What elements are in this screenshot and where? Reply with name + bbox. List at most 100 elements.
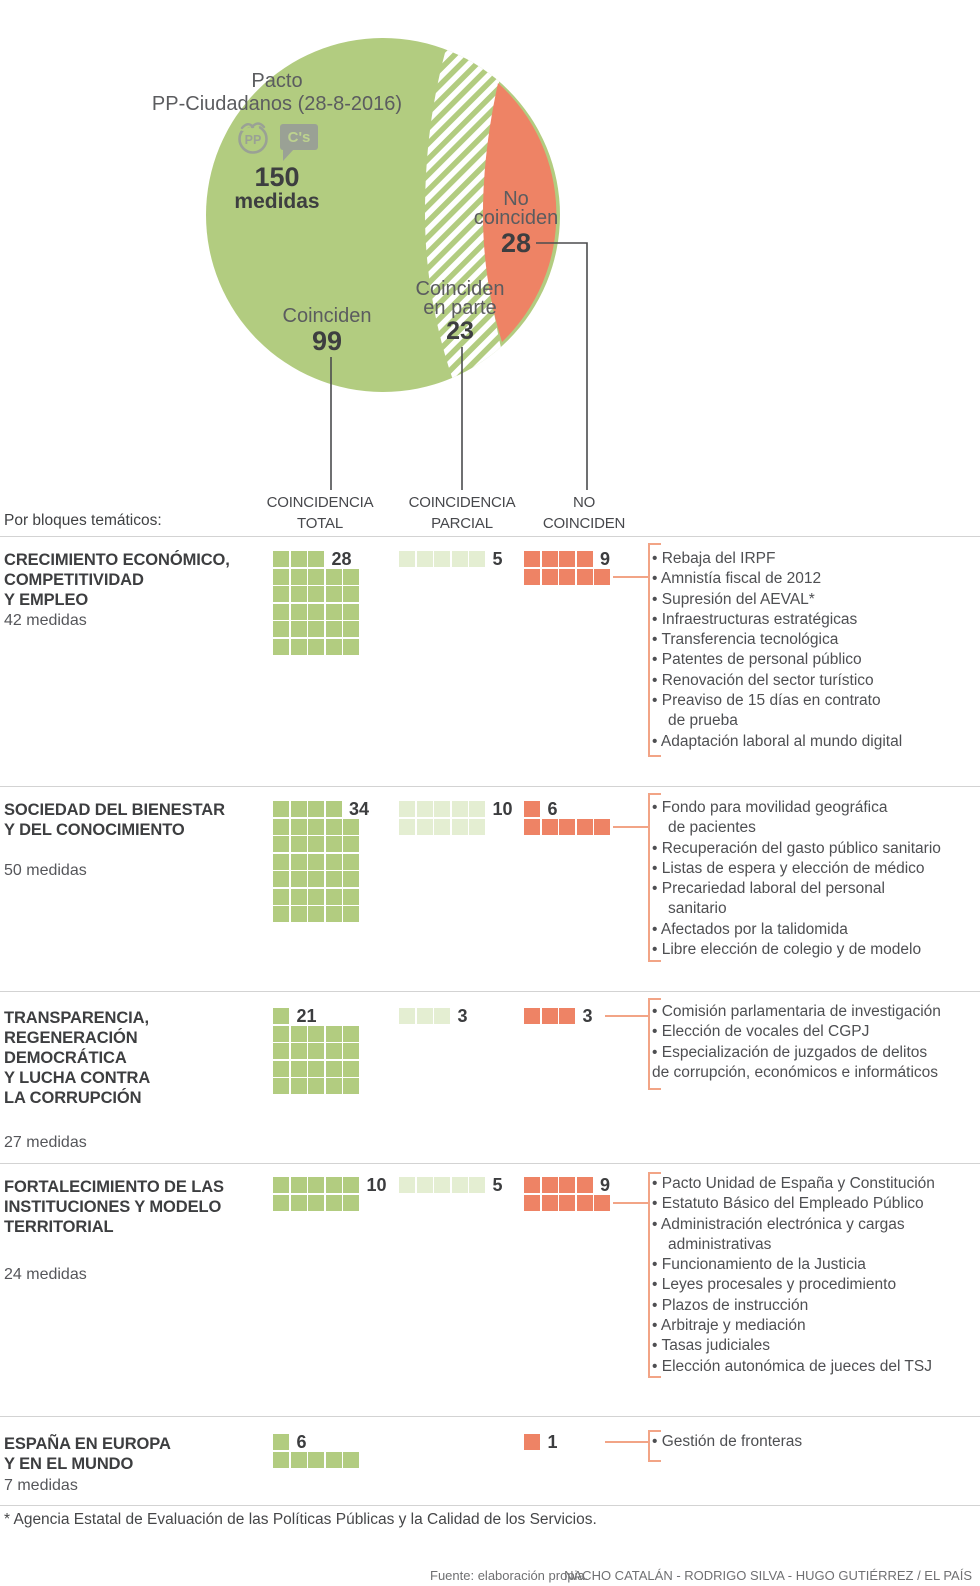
total-square (308, 1043, 324, 1059)
no-coinciden-square (559, 1008, 575, 1024)
parcial-square (399, 551, 415, 567)
total-square (308, 551, 324, 567)
no-coinciden-square (541, 568, 558, 585)
pact-title-line1: Pacto (251, 70, 303, 92)
total-square (290, 1025, 307, 1042)
coinciden-value: 99 (311, 326, 343, 356)
block-title-line: TRANSPARENCIA, (4, 1009, 149, 1027)
no-coinciden-square (524, 1434, 540, 1450)
total-square (343, 836, 359, 852)
parcial-square (451, 551, 468, 567)
total-count: 34 (349, 799, 370, 819)
block-title: CRECIMIENTO ECONÓMICO, COMPETITIVIDAD Y EM… (4, 550, 266, 610)
list-connector-line (605, 1441, 648, 1443)
pact-title-line2: PP-Ciudadanos (28-8-2016) (151, 93, 403, 115)
total-square (273, 888, 289, 905)
total-square (273, 871, 289, 887)
total-square (325, 1177, 342, 1193)
svg-text:C's: C's (288, 129, 311, 146)
total-square (290, 818, 307, 835)
list-item-line: • Fondo para movilidad geográfica (652, 799, 888, 816)
total-square (343, 621, 359, 637)
parcial-square (469, 801, 485, 817)
list-item-line: • Amnistía fiscal de 2012 (652, 570, 822, 588)
total-square (325, 853, 342, 870)
list-bracket (648, 1172, 650, 1378)
total-square (308, 1194, 324, 1211)
list-item-line: de pacientes (668, 819, 756, 837)
parcial-square (416, 801, 433, 817)
list-item-line: sanitario (668, 900, 727, 918)
parcial-label-line2: en parte (423, 297, 497, 319)
no-coinciden-square (559, 568, 575, 585)
block-title-line: ESPAÑA EN EUROPA (4, 1435, 171, 1453)
no-coinciden-square (576, 1177, 593, 1193)
total-square (273, 603, 289, 620)
list-bracket-tick (648, 1430, 661, 1432)
column-header-total: COINCIDENCIA TOTAL (266, 494, 374, 532)
parcial-square (416, 551, 433, 567)
block-subtitle: 50 medidas (4, 862, 87, 879)
block-title-line: CRECIMIENTO ECONÓMICO, (4, 551, 230, 569)
no-coinciden-square (524, 568, 540, 585)
parcial-square (416, 1008, 433, 1024)
total-square (343, 871, 359, 887)
list-item-line: • Afectados por la talidomida (652, 920, 848, 938)
total-count: 10 (366, 1175, 387, 1195)
no-coinciden-square (576, 568, 593, 585)
block-title: TRANSPARENCIA, REGENERACIÓN DEMOCRÁTICA Y L… (4, 1008, 266, 1108)
total-square (325, 1078, 342, 1094)
no-coinciden-list: • Comisión parlamentaria de investigació… (652, 1002, 979, 1083)
no-coinciden-square (541, 818, 558, 835)
no-coinciden-square (541, 1177, 558, 1193)
list-item-line: • Recuperación del gasto público sanitar… (652, 839, 941, 857)
total-square (325, 638, 342, 655)
total-square (290, 1451, 307, 1468)
total-square (308, 1078, 324, 1094)
source-label: Fuente: elaboración propia. (430, 1568, 589, 1583)
total-square (343, 1060, 359, 1077)
no-coinciden-list: • Pacto Unidad de España y Constitución •… (652, 1174, 979, 1377)
list-item-line: • Pacto Unidad de España y Constitución (652, 1175, 935, 1192)
total-square (290, 586, 307, 602)
list-item-line: • Plazos de instrucción (652, 1296, 809, 1314)
block-title-line: REGENERACIÓN (4, 1029, 138, 1047)
list-item-line: de corrupción, económicos e informáticos (652, 1063, 939, 1081)
list-item-line: • Elección de vocales del CGPJ (652, 1023, 870, 1041)
parcial-square (434, 1008, 450, 1024)
no-coinciden-list: • Rebaja del IRPF • Amnistía fiscal de 20… (652, 549, 979, 752)
no-coinciden-segment (483, 83, 557, 342)
blocks-intro-label: Por bloques temáticos: (4, 512, 162, 529)
total-square (325, 1025, 342, 1042)
total-square (273, 1043, 289, 1059)
total-square (343, 586, 359, 602)
total-square (308, 603, 324, 620)
no-coinciden-square (594, 818, 610, 835)
no-coinciden-square (576, 1194, 593, 1211)
total-square (290, 1060, 307, 1077)
venn-diagram: PP C's (206, 38, 588, 490)
pp-logo-icon: PP (238, 120, 269, 154)
parcial-label-line1: Coinciden (415, 278, 505, 300)
row-separator (0, 1416, 980, 1417)
list-item-line: • Precariedad laboral del personal (652, 880, 885, 898)
total-square (343, 818, 359, 835)
block-title: FORTALECIMIENTO DE LAS INSTITUCIONES Y MO… (4, 1177, 266, 1237)
total-square (308, 1177, 324, 1193)
total-square (343, 853, 359, 870)
no-coinciden-square (559, 1194, 575, 1211)
total-count: 21 (296, 1006, 317, 1026)
list-bracket-tick (648, 1460, 661, 1462)
total-measures-label: medidas (234, 190, 320, 213)
block-title-line: INSTITUCIONES Y MODELO (4, 1198, 222, 1216)
no-coinciden-square (541, 1194, 558, 1211)
no-coinciden-square (559, 551, 575, 567)
total-square (273, 853, 289, 870)
no-coinciden-count: 9 (600, 549, 611, 569)
no-coinciden-count: 9 (600, 1175, 611, 1195)
parcial-label: Coinciden en parte (390, 278, 530, 319)
row-separator (0, 1163, 980, 1164)
total-square (273, 568, 289, 585)
no-coinciden-square (541, 1008, 558, 1024)
